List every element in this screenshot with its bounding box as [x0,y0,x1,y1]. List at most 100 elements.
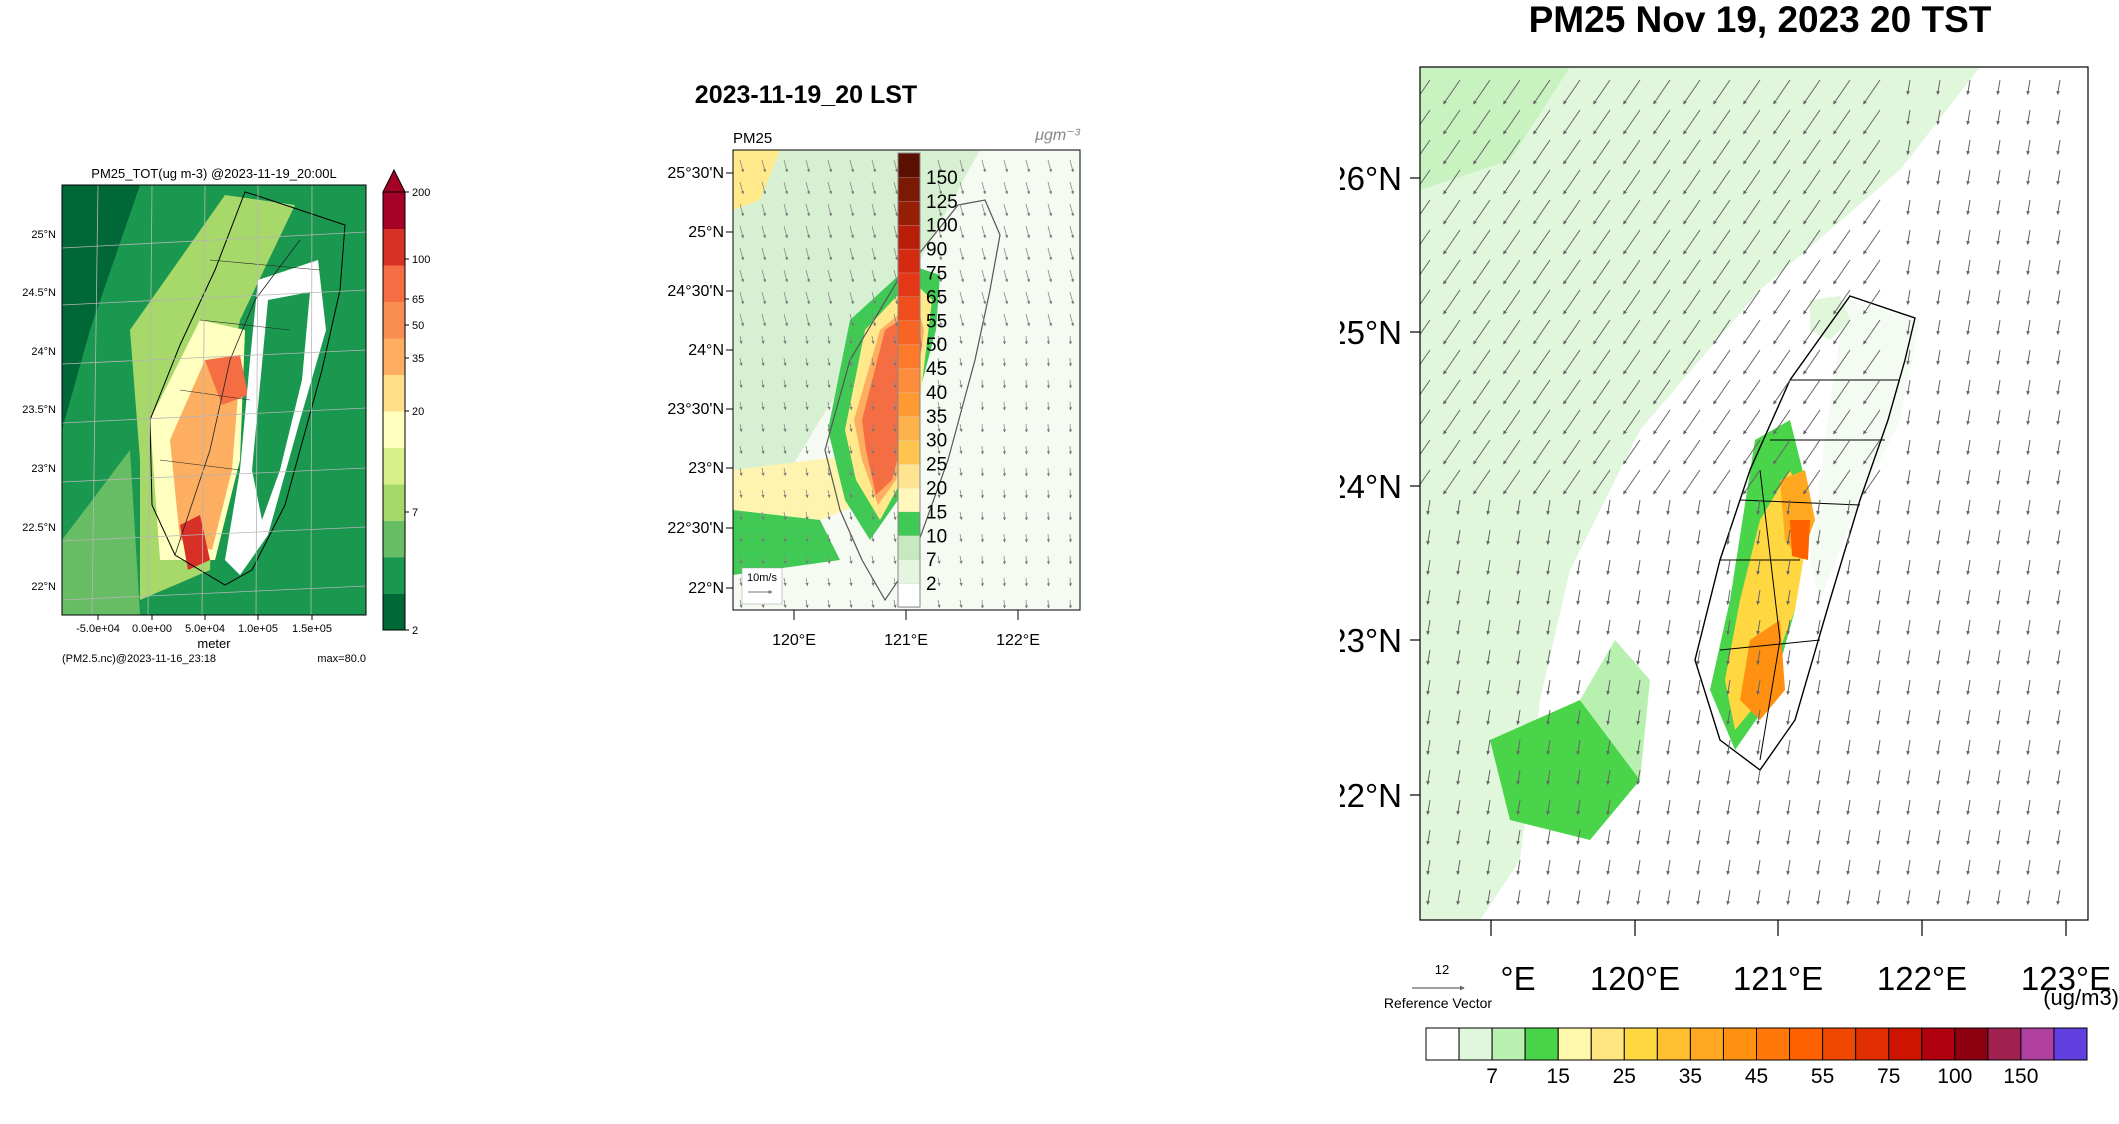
wind-vector [871,489,875,499]
wind-vector [1636,529,1641,546]
wind-vector [959,401,963,411]
colorbar-swatch [897,272,921,298]
wind-vector [1046,379,1050,389]
panel-3-map-area [1420,67,2088,920]
wind-vector [959,291,965,305]
wind-vector [1486,769,1491,786]
wind-vector [2026,259,2031,276]
wind-vector [893,445,897,455]
wind-vector [1503,469,1521,495]
wind-vector [1002,467,1006,477]
wind-vector [1803,469,1821,495]
wind-vector [1024,445,1028,455]
lat-label: 25°N [31,229,56,241]
wind-vector [1046,467,1050,477]
wind-vector [1606,499,1611,516]
wind-vector [1623,439,1641,465]
wind-vector [1713,409,1731,435]
wind-vector [1696,799,1701,816]
wind-vector [1906,79,1911,96]
lat-label: 24°30'N [667,283,724,300]
wind-vector [1996,889,2001,906]
wind-vector [1666,769,1671,786]
wind-vector [1606,799,1611,816]
wind-vector [1420,79,1431,96]
wind-vector [1863,199,1881,225]
wind-vector [1713,469,1731,495]
wind-vector [1606,889,1611,906]
wind-vector [1846,799,1851,816]
colorbar-swatch [1425,1027,1460,1061]
wind-vector [1906,469,1911,486]
wind-vector [739,379,743,389]
wind-vector [1653,139,1671,165]
wind-vector [1486,889,1491,906]
wind-vector [893,269,899,283]
colorbar-swatch [897,487,921,513]
wind-vector [1546,769,1551,786]
wind-vector [1563,409,1581,435]
wind-vector [761,357,765,367]
wind-vector [1786,499,1791,516]
wind-vector [1025,247,1031,261]
wind-vector [1069,225,1075,239]
colorbar-label: 20 [412,406,424,418]
wind-vector [1576,559,1581,576]
wind-vector [1713,379,1731,405]
wind-vector [1936,289,1941,306]
wind-vector [981,159,987,173]
wind-vector [1576,709,1581,726]
wind-vector [1623,349,1641,375]
wind-vector [1420,439,1431,456]
wind-vector [1863,379,1881,405]
wind-vector [1593,469,1611,495]
wind-vector [1996,79,2001,96]
wind-vector [805,533,809,543]
wind-vector [739,313,745,327]
wind-vector [1816,559,1821,576]
wind-vector [1666,709,1671,726]
wind-vector [959,555,963,565]
wind-vector [1786,769,1791,786]
wind-vector [1906,559,1911,576]
wind-vector [761,467,765,477]
lat-label: 22°30'N [667,520,724,537]
wind-vector [2056,799,2061,816]
wind-vector [1426,529,1431,546]
panel-1-lat-labels: 25°N 24.5°N 24°N 23.5°N 23°N 22.5°N 22°N [22,229,56,593]
wind-vector [2026,289,2031,306]
wind-vector [893,291,899,305]
wind-vector [1773,109,1791,135]
colorbar-swatch [1888,1027,1923,1061]
wind-vector [1773,169,1791,195]
wind-vector [1046,489,1050,499]
lat-label: 24°N [31,346,56,358]
wind-vector [849,335,853,345]
wind-vector [1816,649,1821,666]
wind-vector [1593,259,1611,285]
lon-label: 123°E [2021,960,2111,997]
wind-vector [1683,319,1701,345]
wind-vector [1773,289,1791,315]
wind-vector [871,225,877,239]
wind-vector [1996,619,2001,636]
colorbar-label: 2 [412,625,418,637]
wind-vector [739,291,745,305]
colorbar-extend-arrow [382,168,406,193]
colorbar-swatch [897,176,921,202]
wind-vector [937,159,943,173]
wind-vector [1593,439,1611,465]
wind-vector [1906,889,1911,906]
wind-vector [1876,769,1881,786]
wind-vector [2056,889,2061,906]
wind-vector [1563,109,1581,135]
wind-vector [1936,79,1941,96]
wind-vector [827,181,833,195]
wind-vector [1996,409,2001,426]
wind-vector [2056,469,2061,486]
wind-vector [1047,247,1053,261]
wind-vector [1546,739,1551,756]
wind-vector [1876,499,1881,516]
wind-vector [1786,559,1791,576]
colorbar-label: 65 [926,287,947,308]
